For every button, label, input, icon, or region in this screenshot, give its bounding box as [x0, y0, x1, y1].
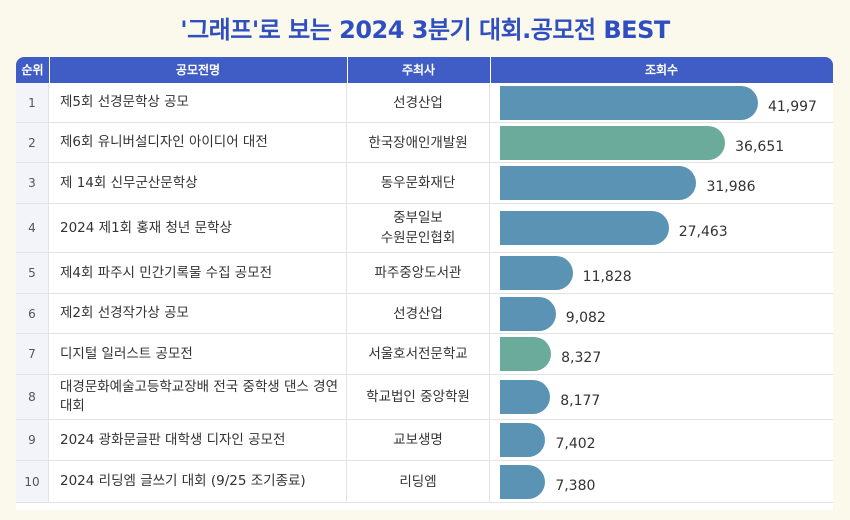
contest-name-cell: 2024 리딩엠 글쓰기 대회 (9/25 조기종료)	[49, 461, 347, 502]
views-bar	[500, 423, 546, 457]
contest-name-cell: 제6회 유니버설디자인 아이디어 대전	[49, 123, 347, 162]
table-row: 8 대경문화예술고등학교장배 전국 중학생 댄스 경연대회 학교법인 중앙학원 8,1…	[16, 375, 833, 420]
table-header: 순위 공모전명 주최사 조회수	[16, 57, 833, 83]
rank-cell: 1	[16, 83, 49, 122]
views-cell: 11,828	[490, 253, 833, 293]
table-row: 5 제4회 파주시 민간기록물 수집 공모전 파주중앙도서관 11,828	[16, 253, 833, 294]
views-bar	[500, 166, 697, 200]
contest-name-cell: 제5회 선경문학상 공모	[49, 83, 347, 122]
contest-name-cell: 제 14회 신무군산문학상	[49, 163, 347, 203]
host-cell: 선경산업	[347, 294, 490, 333]
views-cell: 9,082	[490, 294, 833, 333]
contest-name-cell: 2024 제1회 홍재 청년 문학상	[49, 204, 347, 252]
views-value-label: 36,651	[735, 138, 785, 155]
table-row: 10 2024 리딩엠 글쓰기 대회 (9/25 조기종료) 리딩엠 7,380	[16, 461, 833, 503]
host-cell: 중부일보 수원문인협회	[347, 204, 490, 252]
host-cell: 교보생명	[347, 420, 490, 460]
rank-cell: 3	[16, 163, 49, 203]
rank-cell: 7	[16, 334, 49, 374]
views-value-label: 7,380	[555, 477, 596, 494]
host-cell: 파주중앙도서관	[347, 253, 490, 293]
table-row: 4 2024 제1회 홍재 청년 문학상 중부일보 수원문인협회 27,463	[16, 204, 833, 253]
views-bar	[500, 85, 758, 120]
views-value-label: 41,997	[767, 98, 817, 115]
views-cell: 36,651	[490, 123, 833, 162]
views-bar	[500, 464, 546, 499]
host-cell: 학교법인 중앙학원	[347, 375, 490, 419]
views-value-label: 7,402	[555, 436, 596, 452]
header-rank: 순위	[16, 57, 50, 83]
views-cell: 31,986	[490, 163, 833, 203]
contest-name-cell: 제4회 파주시 민간기록물 수집 공모전	[49, 253, 347, 293]
contest-name-cell: 2024 광화문글판 대학생 디자인 공모전	[49, 420, 347, 460]
header-views: 조회수	[644, 63, 679, 77]
views-value-label: 31,986	[706, 179, 756, 195]
rank-cell: 8	[16, 375, 49, 419]
views-value-label: 8,327	[561, 350, 602, 366]
views-bar	[500, 211, 669, 245]
host-cell: 동우문화재단	[347, 163, 490, 203]
rank-cell: 2	[16, 123, 49, 162]
table-row: 7 디지털 일러스트 공모전 서울호서전문학교 8,327	[16, 334, 833, 375]
views-value-label: 9,082	[565, 309, 606, 326]
contest-name-cell: 대경문화예술고등학교장배 전국 중학생 댄스 경연대회	[49, 375, 347, 419]
rank-cell: 10	[16, 461, 49, 502]
views-value-label: 8,177	[560, 393, 601, 409]
host-cell: 한국장애인개발원	[347, 123, 490, 162]
header-host: 주최사	[347, 57, 491, 83]
page-title: '그래프'로 보는 2024 3분기 대회.공모전 BEST	[180, 16, 670, 44]
host-cell: 서울호서전문학교	[347, 334, 490, 374]
rank-cell: 9	[16, 420, 49, 460]
views-bar	[500, 380, 551, 414]
views-bar	[500, 337, 552, 371]
contest-name-cell: 디지털 일러스트 공모전	[49, 334, 347, 374]
table-row: 2 제6회 유니버설디자인 아이디어 대전 한국장애인개발원 36,651	[16, 123, 833, 163]
table-row: 9 2024 광화문글판 대학생 디자인 공모전 교보생명 7,402	[16, 420, 833, 461]
rank-cell: 5	[16, 253, 49, 293]
views-value-label: 27,463	[678, 224, 728, 240]
host-cell: 선경산업	[347, 83, 490, 122]
ranking-table: 순위 공모전명 주최사 조회수 1 제5회 선경문학상 공모 선경산업 41,997 2…	[16, 57, 833, 510]
views-value-label: 11,828	[582, 269, 632, 285]
views-cell: 8,177	[490, 375, 833, 419]
header-name: 공모전명	[49, 57, 348, 83]
views-cell: 7,380	[490, 461, 833, 502]
contest-name-cell: 제2회 선경작가상 공모	[49, 294, 347, 333]
table-row: 6 제2회 선경작가상 공모 선경산업 9,082	[16, 294, 833, 334]
rank-cell: 6	[16, 294, 49, 333]
views-bar	[500, 296, 556, 331]
views-cell: 27,463	[490, 204, 833, 252]
host-cell: 리딩엠	[347, 461, 490, 502]
table-row: 1 제5회 선경문학상 공모 선경산업 41,997	[16, 83, 833, 123]
views-bar	[500, 256, 573, 290]
rank-cell: 4	[16, 204, 49, 252]
views-cell: 7,402	[490, 420, 833, 460]
views-bar	[500, 125, 726, 160]
views-cell: 41,997	[490, 83, 833, 122]
views-cell: 8,327	[490, 334, 833, 374]
